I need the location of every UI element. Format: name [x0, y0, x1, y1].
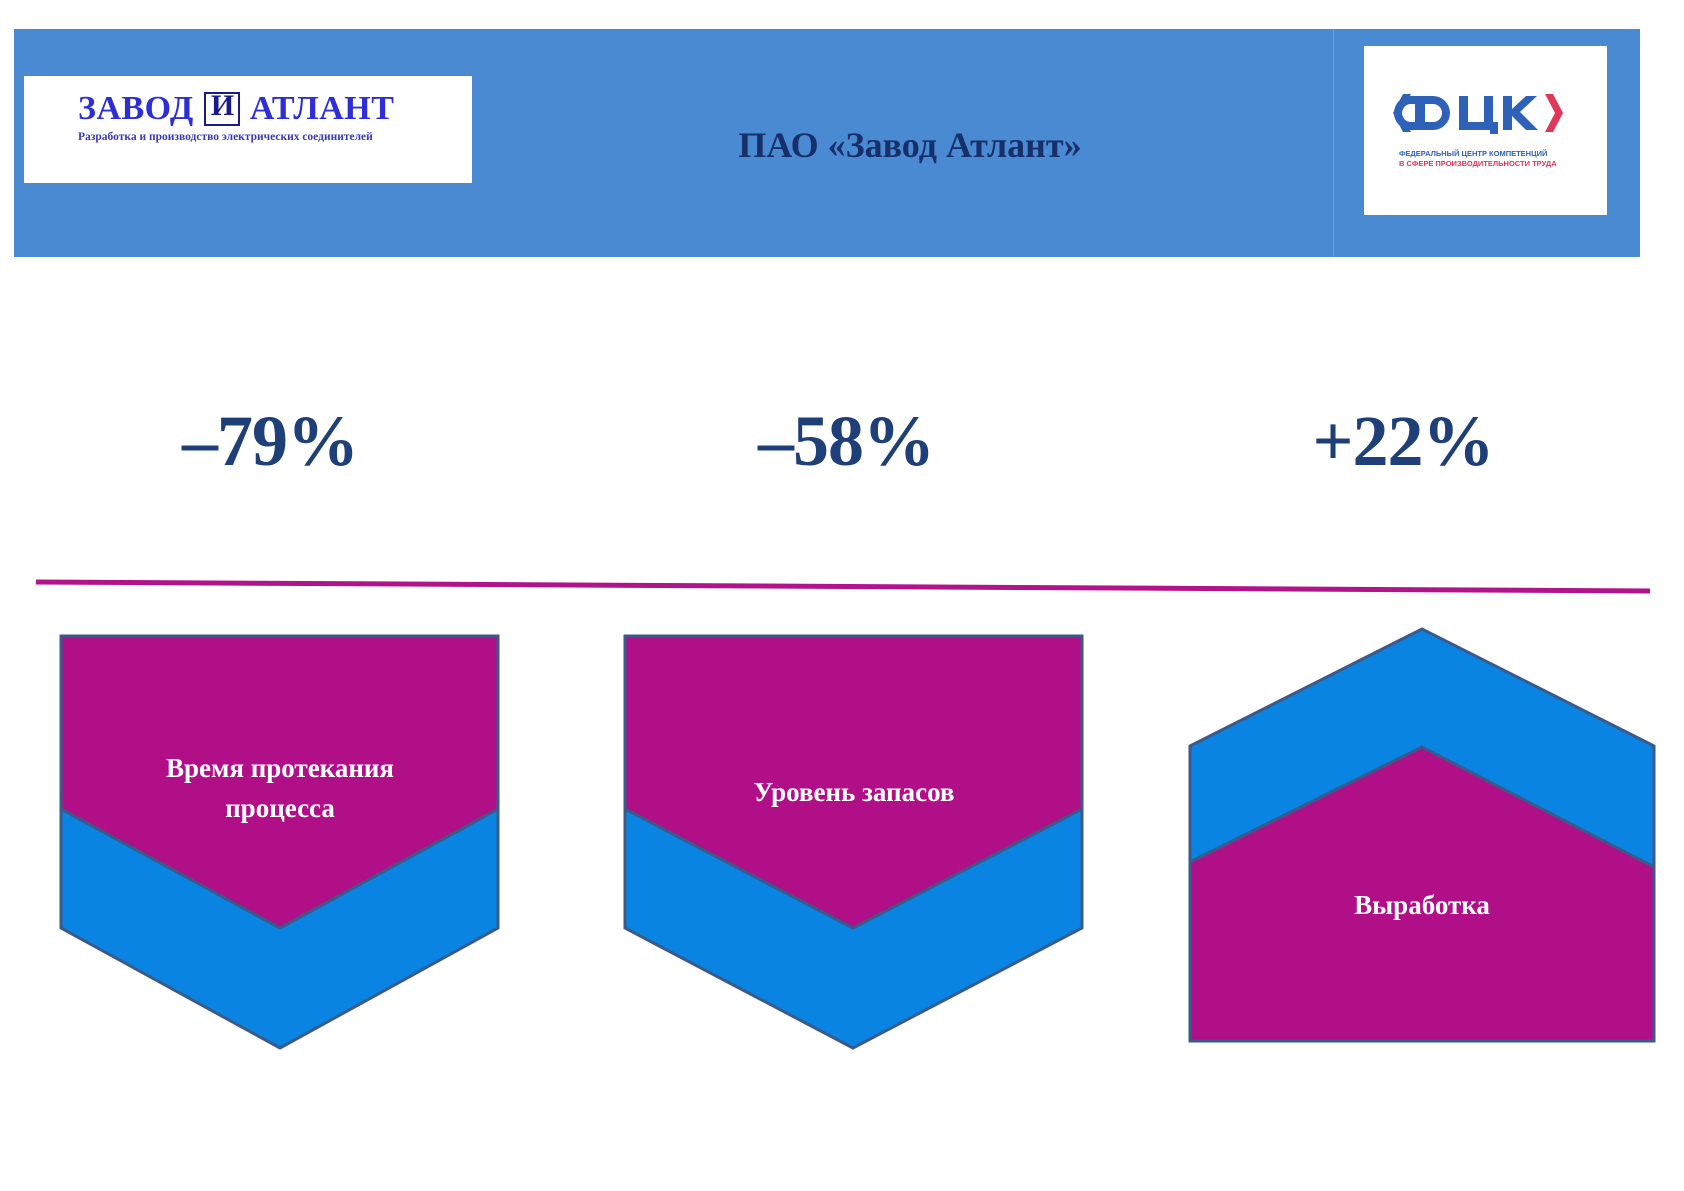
down-chevron-2-magenta [623, 634, 1084, 930]
metric-label-3: Выработка [1232, 885, 1612, 925]
fck-logo-icon [1393, 94, 1563, 134]
metric-label-2-line1: Уровень запасов [753, 777, 955, 807]
company-logo-left-word: ЗАВОД [78, 90, 194, 127]
partner-logo-caption: ФЕДЕРАЛЬНЫЙ ЦЕНТР КОМПЕТЕНЦИЙ В СФЕРЕ ПР… [1399, 149, 1557, 169]
company-logo-right-word: АТЛАНТ [249, 90, 395, 127]
partner-logo: ФЕДЕРАЛЬНЫЙ ЦЕНТР КОМПЕТЕНЦИЙ В СФЕРЕ ПР… [1364, 46, 1607, 215]
up-chevron-3-magenta [1188, 745, 1656, 1043]
page-title: ПАО «Завод Атлант» [738, 125, 1082, 165]
down-chevron-1 [59, 634, 500, 1050]
partner-logo-line2: В СФЕРЕ ПРОИЗВОДИТЕЛЬНОСТИ ТРУДА [1399, 159, 1557, 168]
company-tagline: Разработка и производство электрических … [78, 131, 373, 143]
metric-label-3-line1: Выработка [1354, 890, 1490, 920]
metric-value-1: –79% [182, 401, 359, 481]
metric-value-3: +22% [1312, 401, 1494, 481]
company-logo-wordmark: ЗАВОД АТЛАНТ [78, 89, 395, 128]
up-chevron-3 [1188, 627, 1656, 1043]
header-divider [1333, 29, 1334, 257]
partner-logo-line1: ФЕДЕРАЛЬНЫЙ ЦЕНТР КОМПЕТЕНЦИЙ [1399, 149, 1548, 158]
metric-label-1: Время протекания процесса [100, 748, 460, 828]
metric-label-2: Уровень запасов [664, 772, 1044, 812]
down-chevron-1-magenta [59, 634, 500, 930]
company-logo-mark-icon [203, 89, 240, 126]
metric-label-1-line2: процесса [225, 793, 335, 823]
section-divider [35, 579, 1651, 594]
metric-value-2: –58% [758, 401, 935, 481]
metric-label-1-line1: Время протекания [165, 753, 395, 783]
down-chevron-2 [623, 634, 1084, 1050]
company-logo: ЗАВОД АТЛАНТ Разработка и производство э… [24, 76, 472, 183]
